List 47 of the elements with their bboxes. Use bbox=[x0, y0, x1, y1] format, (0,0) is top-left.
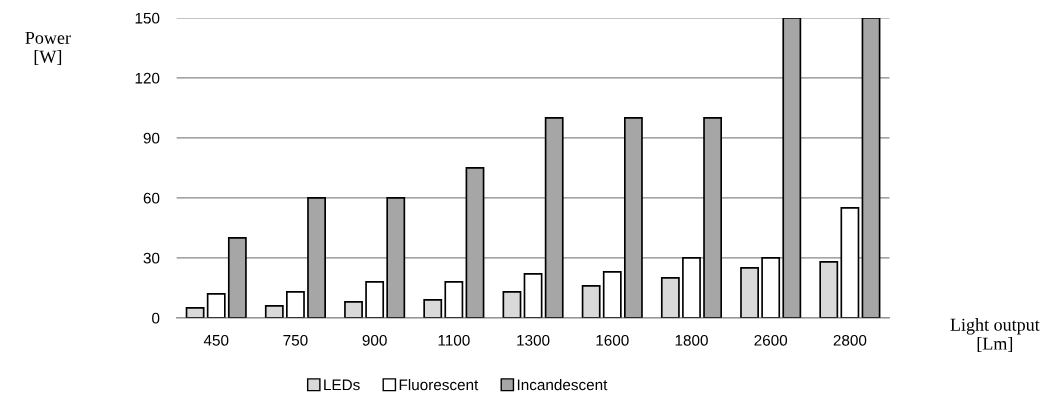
bar bbox=[344, 301, 363, 318]
x-tick-label: 900 bbox=[362, 334, 387, 346]
bar bbox=[782, 17, 802, 318]
x-tick-label: 1800 bbox=[675, 334, 708, 346]
bar bbox=[623, 117, 643, 318]
y-tick-label: 120 bbox=[135, 72, 160, 84]
y-tick-label: 90 bbox=[143, 132, 160, 144]
bar bbox=[660, 277, 680, 318]
legend-label: Fluorescent bbox=[399, 379, 479, 391]
bar bbox=[386, 197, 406, 318]
x-tick-label: 2600 bbox=[754, 334, 788, 346]
bar bbox=[502, 291, 522, 318]
x-axis-title: Light output [Lm] bbox=[950, 318, 1040, 352]
bar bbox=[761, 257, 781, 318]
bar bbox=[682, 257, 701, 318]
bar bbox=[581, 285, 601, 318]
x-tick-label: 450 bbox=[203, 334, 229, 346]
bar bbox=[740, 267, 759, 318]
x-tick-label: 1600 bbox=[596, 334, 629, 346]
bar bbox=[861, 17, 881, 318]
x-tick-label: 2800 bbox=[833, 334, 867, 346]
bar bbox=[206, 293, 226, 318]
bar bbox=[185, 307, 205, 318]
y-tick-label: 60 bbox=[143, 192, 160, 204]
bar bbox=[819, 261, 839, 318]
bar bbox=[264, 305, 284, 318]
y-axis-title: Power [W] bbox=[25, 31, 71, 66]
x-tick-label: 1300 bbox=[517, 334, 550, 346]
bar bbox=[465, 167, 485, 318]
x-tick-label: 750 bbox=[283, 334, 308, 346]
y-tick-label: 30 bbox=[143, 252, 160, 264]
bar bbox=[307, 197, 326, 318]
bar bbox=[423, 299, 443, 318]
bar bbox=[602, 271, 622, 318]
bar bbox=[703, 117, 723, 318]
y-tick-label: 150 bbox=[135, 12, 160, 24]
y-tick-label: 0 bbox=[152, 312, 160, 324]
bar bbox=[227, 237, 247, 318]
bar bbox=[523, 273, 543, 318]
bar bbox=[840, 207, 860, 318]
bar bbox=[544, 117, 564, 318]
bar bbox=[365, 281, 385, 318]
bar bbox=[444, 281, 464, 318]
bar bbox=[286, 291, 305, 318]
legend-label: LEDs bbox=[324, 379, 360, 391]
x-tick-label: 1100 bbox=[438, 334, 470, 346]
legend-label: Incandescent bbox=[517, 379, 608, 391]
